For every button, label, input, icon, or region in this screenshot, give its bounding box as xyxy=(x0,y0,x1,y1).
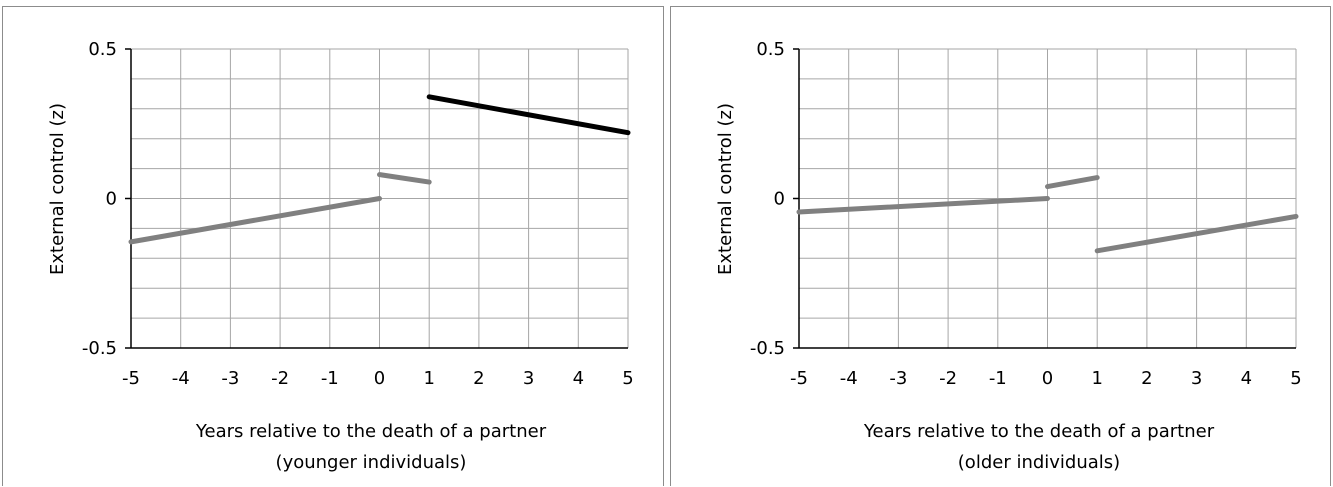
plot-axes xyxy=(793,48,1296,349)
x-tick-label: 0 xyxy=(1042,368,1053,389)
x-axis-label-sub: (older individuals) xyxy=(958,452,1120,473)
y-tick-label: 0 xyxy=(106,189,117,210)
x-tick-labels: -5 -4 -3 -2 -1 0 1 2 3 4 5 xyxy=(790,368,1302,389)
x-tick-label: 1 xyxy=(1091,368,1102,389)
x-tick-labels: -5 -4 -3 -2 -1 0 1 2 3 4 5 xyxy=(122,368,634,389)
x-tick-label: 5 xyxy=(622,368,633,389)
x-tick-label: 3 xyxy=(523,368,534,389)
x-tick-label: 5 xyxy=(1290,368,1301,389)
series-line-3 xyxy=(1094,213,1299,254)
chart-panel-older: 0.5 0 -0.5 -5 -4 -3 -2 -1 0 1 2 3 4 5 External contr… xyxy=(670,6,1331,486)
x-tick-label: 2 xyxy=(1141,368,1152,389)
plot-axes xyxy=(125,48,628,349)
x-tick-label: 4 xyxy=(573,368,584,389)
x-tick-label: -2 xyxy=(939,368,957,389)
x-tick-label: 4 xyxy=(1241,368,1252,389)
series-line-2 xyxy=(377,172,432,185)
y-tick-label: -0.5 xyxy=(82,338,117,359)
y-tick-labels: 0.5 0 -0.5 xyxy=(82,39,117,359)
y-tick-labels: 0.5 0 -0.5 xyxy=(750,39,785,359)
y-axis-label: External control (z) xyxy=(715,103,736,275)
y-tick-label: 0 xyxy=(774,189,785,210)
x-tick-label: 1 xyxy=(423,368,434,389)
y-tick-label: 0.5 xyxy=(756,39,785,60)
chart-younger: 0.5 0 -0.5 -5 -4 -3 -2 -1 0 1 2 3 4 5 External contr… xyxy=(47,39,634,473)
series-line-3 xyxy=(426,94,631,136)
chart-older: 0.5 0 -0.5 -5 -4 -3 -2 -1 0 1 2 3 4 5 External contr… xyxy=(715,39,1302,473)
x-tick-label: -3 xyxy=(221,368,239,389)
y-tick-label: -0.5 xyxy=(750,338,785,359)
x-tick-label: 3 xyxy=(1191,368,1202,389)
y-axis-label: External control (z) xyxy=(47,103,68,275)
plot-series xyxy=(796,175,1299,254)
y-tick-label: 0.5 xyxy=(88,39,117,60)
series-line-1 xyxy=(128,196,382,245)
x-tick-label: -5 xyxy=(790,368,808,389)
x-axis-label: Years relative to the death of a partner xyxy=(863,421,1215,442)
x-tick-label: -2 xyxy=(271,368,289,389)
x-tick-label: -4 xyxy=(172,368,190,389)
plot-series xyxy=(128,94,631,245)
x-axis-label-sub: (younger individuals) xyxy=(276,452,467,473)
x-axis-label: Years relative to the death of a partner xyxy=(195,421,547,442)
x-tick-label: -1 xyxy=(989,368,1007,389)
x-tick-label: -3 xyxy=(889,368,907,389)
x-tick-label: -4 xyxy=(840,368,858,389)
x-tick-label: 2 xyxy=(473,368,484,389)
x-tick-label: -5 xyxy=(122,368,140,389)
chart-panel-younger: 0.5 0 -0.5 -5 -4 -3 -2 -1 0 1 2 3 4 5 External contr… xyxy=(2,6,664,486)
series-line-1 xyxy=(796,196,1050,215)
x-tick-label: 0 xyxy=(374,368,385,389)
x-tick-label: -1 xyxy=(321,368,339,389)
series-line-2 xyxy=(1045,175,1100,190)
